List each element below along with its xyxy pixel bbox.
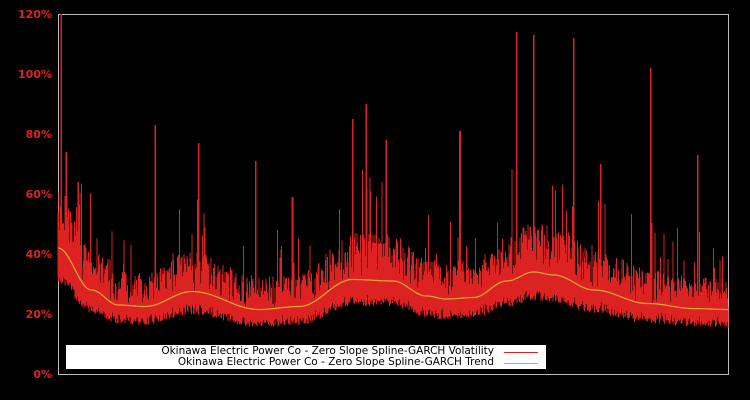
y-tick-100: 100% — [18, 68, 52, 81]
legend-swatch-volatility — [504, 352, 538, 353]
trend-series — [57, 247, 728, 311]
y-tick-80: 80% — [25, 128, 52, 141]
legend-swatch-trend — [504, 363, 538, 364]
y-tick-0: 0% — [33, 368, 52, 381]
legend-label-volatility: Okinawa Electric Power Co - Zero Slope S… — [161, 345, 494, 357]
y-tick-20: 20% — [25, 308, 52, 321]
legend-label-trend: Okinawa Electric Power Co - Zero Slope S… — [177, 356, 494, 368]
y-tick-60: 60% — [25, 188, 52, 201]
legend: Okinawa Electric Power Co - Zero Slope S… — [66, 345, 546, 369]
y-tick-40: 40% — [25, 248, 52, 261]
volatility-series — [57, 14, 729, 328]
y-tick-120: 120% — [18, 8, 52, 21]
